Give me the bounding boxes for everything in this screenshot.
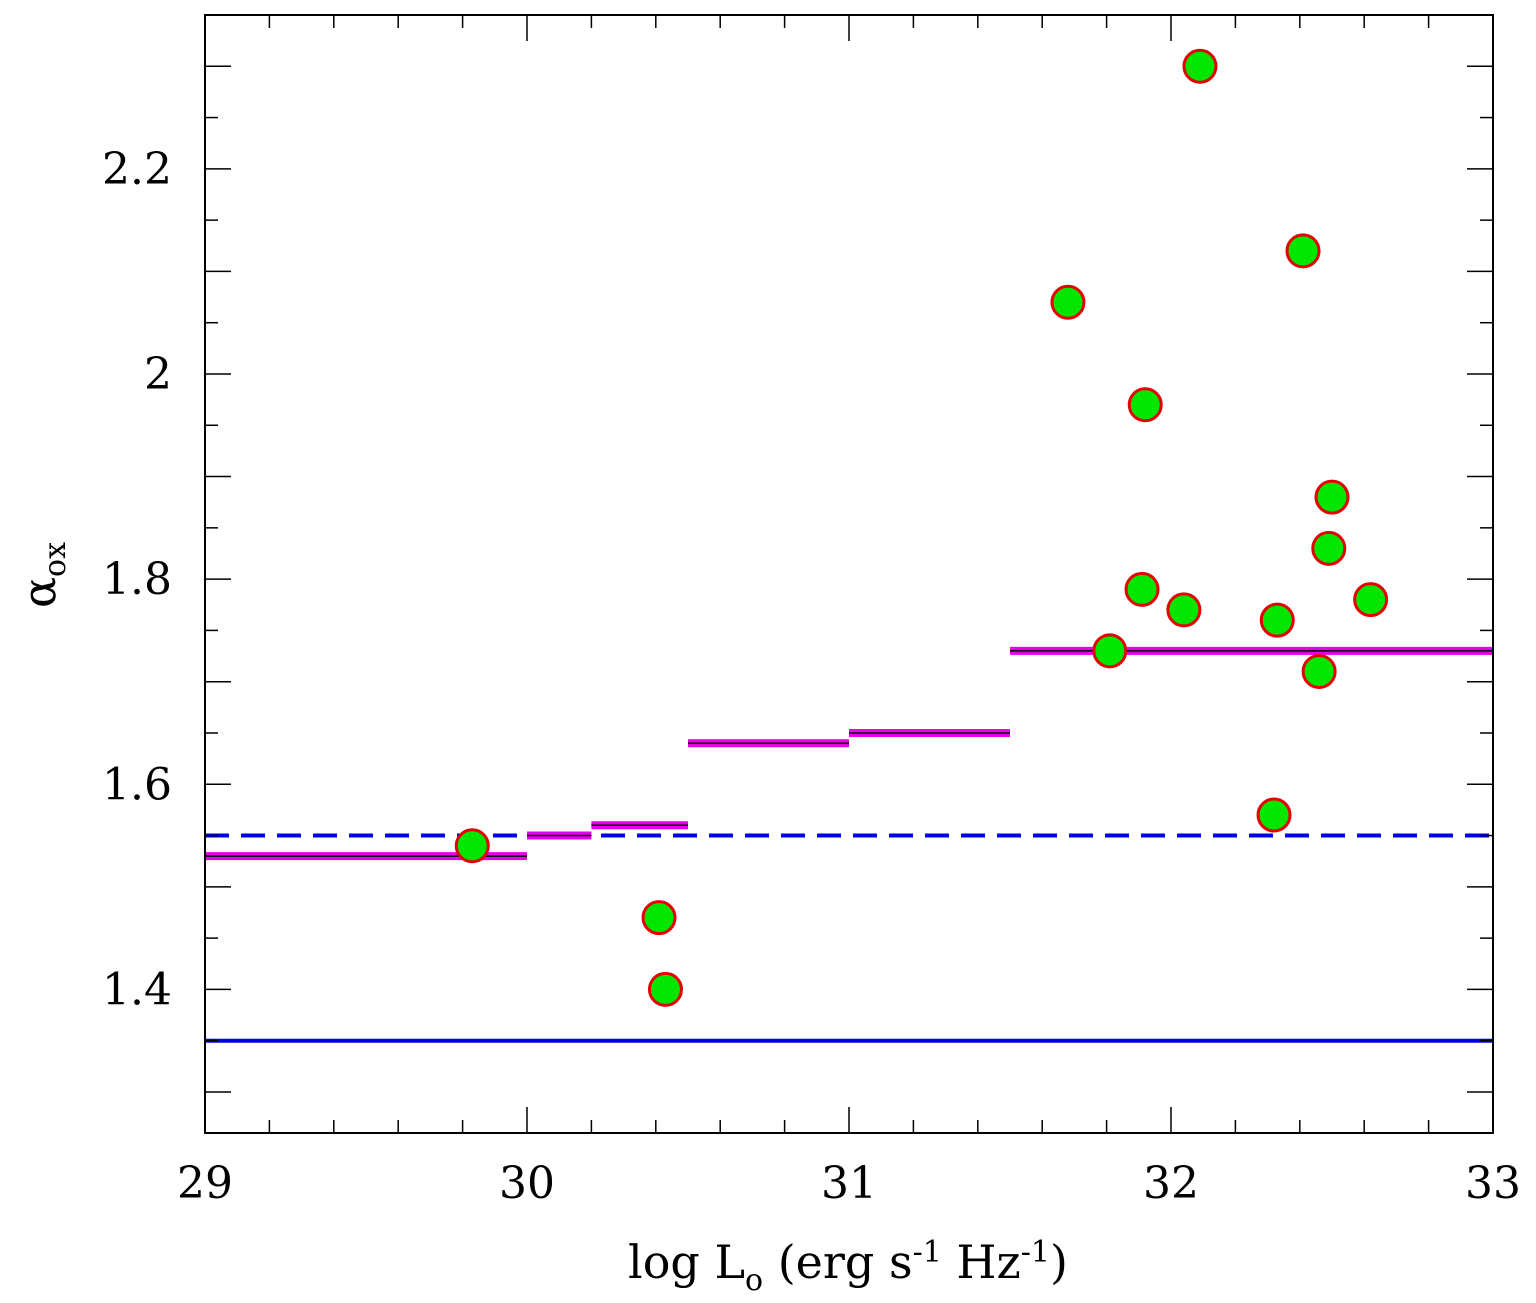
data-point <box>1050 284 1086 320</box>
y-axis-label-main: α <box>12 577 66 608</box>
data-point <box>1166 592 1202 628</box>
data-point <box>1259 602 1295 638</box>
y-tick-label: 1.6 <box>102 759 172 810</box>
x-axis-label-units-open: (erg s <box>763 1235 912 1289</box>
data-point <box>1124 571 1160 607</box>
data-point <box>641 900 677 936</box>
binned-mean-lines <box>205 646 1493 861</box>
axis-ticks <box>204 14 1494 1133</box>
x-axis-label-exp2: -1 <box>1021 1235 1050 1270</box>
data-point <box>647 971 683 1007</box>
plot-frame <box>204 14 1494 1134</box>
data-point <box>454 828 490 864</box>
data-point <box>1127 387 1163 423</box>
data-point <box>1353 582 1389 618</box>
x-tick-label: 29 <box>177 1158 233 1209</box>
x-tick-label: 32 <box>1143 1158 1199 1209</box>
x-axis-label-units-close: ) <box>1050 1235 1068 1289</box>
x-tick-label: 30 <box>499 1158 555 1209</box>
data-point <box>1314 479 1350 515</box>
x-tick-label: 33 <box>1465 1158 1521 1209</box>
y-tick-label: 1.8 <box>102 554 172 605</box>
reference-lines <box>205 833 1493 1043</box>
x-axis-label-main: log L <box>628 1235 745 1289</box>
y-tick-label: 2.2 <box>102 144 172 195</box>
data-point <box>1285 233 1321 269</box>
y-axis-label-sub: ox <box>38 542 73 577</box>
y-tick-label: 2 <box>144 349 172 400</box>
data-point <box>1092 633 1128 669</box>
data-point <box>1301 653 1337 689</box>
data-point <box>1182 48 1218 84</box>
scatter-points <box>454 48 1389 1007</box>
x-tick-label: 31 <box>821 1158 877 1209</box>
x-axis-label: log Lo (erg s-1 Hz-1) <box>628 1235 1068 1298</box>
x-axis-label-sub: o <box>745 1263 763 1298</box>
x-axis-label-exp1: -1 <box>913 1235 942 1270</box>
y-tick-label: 1.4 <box>102 964 172 1015</box>
y-axis-label: αox <box>12 542 73 608</box>
data-point <box>1311 530 1347 566</box>
data-point <box>1256 797 1292 833</box>
tick-labels: 29 30 31 32 33 1.4 1.6 1.8 2 2.2 <box>102 144 1521 1209</box>
x-axis-label-units-mid: Hz <box>942 1235 1021 1289</box>
